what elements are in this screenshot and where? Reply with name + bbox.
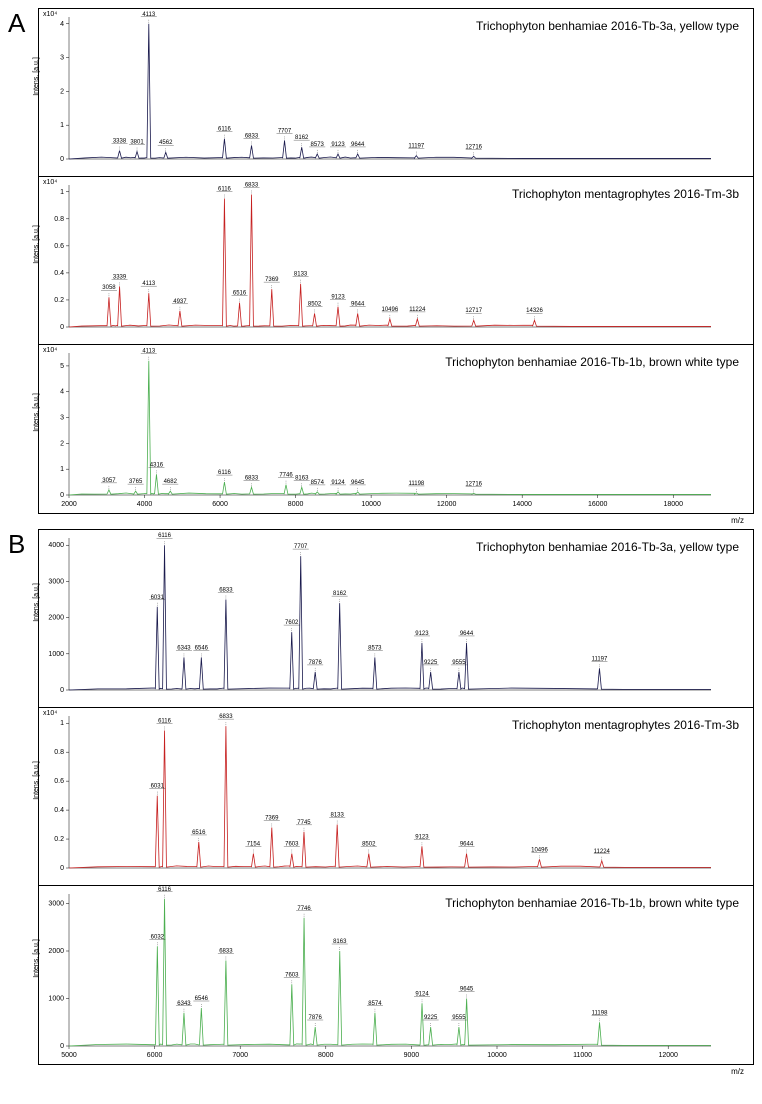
ytick-label: 0.4 [54,270,64,277]
xtick-label: 4000 [137,501,153,508]
spectrum-svg: 00.20.40.60.81 6031611665166833715473697… [39,708,719,884]
sample-title: Trichophyton benhamiae 2016-Tb-3a, yello… [476,540,739,554]
ytick-label: 4000 [48,542,64,549]
xtick-label: 10000 [487,1052,507,1059]
ytick-label: 3 [60,415,64,422]
ytick-label: 0 [60,865,64,872]
spectrum-trace [69,545,711,690]
ytick-label: 2000 [48,948,64,955]
xtick-label: 16000 [588,501,608,508]
sample-title: Trichophyton benhamiae 2016-Tb-1b, brown… [445,896,739,910]
xtick-label: 10000 [361,501,381,508]
ytick-label: 1 [60,122,64,129]
sample-title: Trichophyton benhamiae 2016-Tb-3a, yello… [476,19,739,33]
ytick-label: 0 [60,324,64,331]
xtick-label: 11000 [573,1052,592,1059]
ytick-label: 2000 [48,615,64,622]
spectrum-svg: 00.20.40.60.81 3058333941134937611665166… [39,177,719,343]
ytick-label: 1000 [48,651,64,658]
ytick-label: 0.4 [54,807,64,814]
ytick-label: 1 [60,466,64,473]
xtick-label: 14000 [512,501,532,508]
yaxis-mult: x10⁴ [43,179,57,186]
spectrum-svg: 01000200030004000 6031611663436546683376… [39,530,719,706]
xtick-label: 5000 [61,1052,77,1059]
spectrum-panel: Intens. [a.u.] x10⁴ Trichophyton benhami… [39,9,753,177]
ytick-label: 4 [60,389,64,396]
ytick-label: 0 [60,687,64,694]
spectrum-svg: 01234 3338380141134562611668337707816285… [39,9,719,175]
ytick-label: 1 [60,189,64,196]
figure-a: A Intens. [a.u.] x10⁴ Trichophyton benha… [8,8,754,525]
figure-a-xaxis-label: m/z [38,516,754,525]
spectrum-panel: Intens. [a.u.] x10⁴ Trichophyton benhami… [39,345,753,513]
figure-b-label: B [8,529,25,560]
spectrum-trace [69,24,711,159]
yaxis-mult: x10⁴ [43,11,57,18]
yaxis-mult: x10⁴ [43,710,57,717]
ytick-label: 0 [60,492,64,499]
yaxis-mult: x10⁴ [43,347,57,354]
ytick-label: 5 [60,363,64,370]
yaxis-label: Intens. [a.u.] [33,393,40,432]
spectrum-panel: Intens. [a.u.] x10⁴ Trichophyton mentagr… [39,177,753,345]
ytick-label: 3000 [48,578,64,585]
xtick-label: 8000 [318,1052,334,1059]
xtick-label: 7000 [232,1052,248,1059]
spectrum-panel: Intens. [a.u.] Trichophyton benhamiae 20… [39,530,753,708]
sample-title: Trichophyton benhamiae 2016-Tb-1b, brown… [445,355,739,369]
spectrum-trace [69,361,711,495]
ytick-label: 1000 [48,996,64,1003]
xtick-label: 2000 [61,501,77,508]
figure-b: B Intens. [a.u.] Trichophyton benhamiae … [8,529,754,1076]
ytick-label: 4 [60,21,64,28]
spectrum-svg: 0 1000 2000 3000 5000 6000 7000 8000 9000 10000 1… [39,886,719,1062]
figure-b-xaxis-label: m/z [38,1067,754,1076]
ytick-label: 1 [60,720,64,727]
spectrum-panel: Intens. [a.u.] Trichophyton benhamiae 20… [39,886,753,1064]
xtick-label: 9000 [404,1052,420,1059]
ytick-label: 0 [60,1043,64,1050]
ytick-label: 0.6 [54,778,64,785]
xtick-label: 12000 [437,501,457,508]
ytick-label: 0.8 [54,749,64,756]
spectrum-panel: Intens. [a.u.] x10⁴ Trichophyton mentagr… [39,708,753,886]
ytick-label: 0.2 [54,836,64,843]
spectrum-trace [69,899,711,1046]
sample-title: Trichophyton mentagrophytes 2016-Tm-3b [512,187,739,201]
yaxis-label: Intens. [a.u.] [33,583,40,622]
ytick-label: 0.2 [54,297,64,304]
ytick-label: 2 [60,88,64,95]
ytick-label: 0 [60,156,64,163]
ytick-label: 0.8 [54,216,64,223]
yaxis-label: Intens. [a.u.] [33,761,40,800]
spectrum-svg: 0 1 2 3 4 5 2000 4000 6000 8000 10000 12000 14000 16… [39,345,719,511]
yaxis-label: Intens. [a.u.] [33,57,40,96]
ytick-label: 3000 [48,901,64,908]
xtick-label: 8000 [288,501,304,508]
xtick-label: 18000 [664,501,684,508]
figure-b-panels: Intens. [a.u.] Trichophyton benhamiae 20… [38,529,754,1065]
xtick-label: 12000 [658,1052,678,1059]
yaxis-label: Intens. [a.u.] [33,225,40,264]
sample-title: Trichophyton mentagrophytes 2016-Tm-3b [512,718,739,732]
spectrum-trace [69,726,711,868]
yaxis-label: Intens. [a.u.] [33,939,40,978]
ytick-label: 0.6 [54,243,64,250]
ytick-label: 3 [60,55,64,62]
figure-a-label: A [8,8,25,39]
figure-a-panels: Intens. [a.u.] x10⁴ Trichophyton benhami… [38,8,754,514]
xtick-label: 6000 [147,1052,163,1059]
xtick-label: 6000 [212,501,228,508]
ytick-label: 2 [60,440,64,447]
